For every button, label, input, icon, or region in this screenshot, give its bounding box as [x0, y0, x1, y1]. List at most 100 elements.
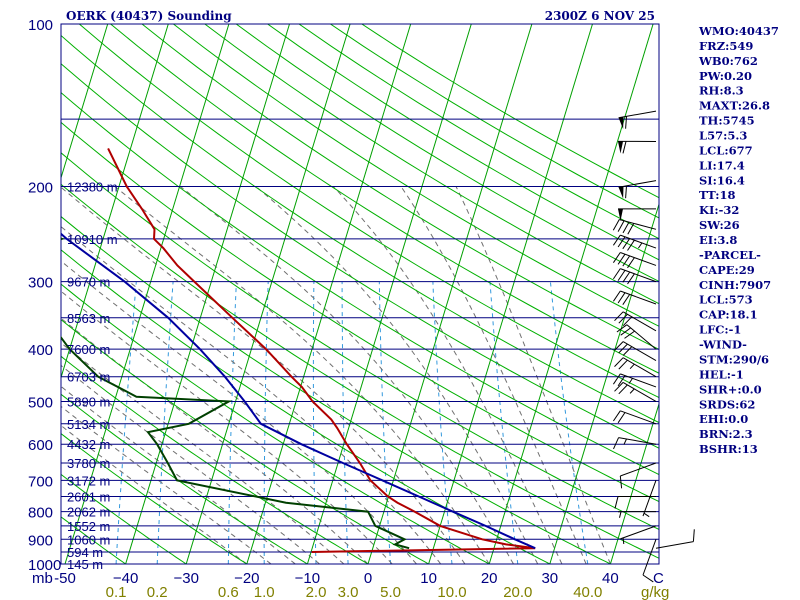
index-line: LFC:-1 [699, 323, 741, 337]
wind-barb [620, 525, 657, 545]
index-line: SRDS:62 [699, 397, 755, 411]
pressure-tick-1000: 1000 [28, 557, 61, 574]
pressure-tick-200: 200 [28, 180, 53, 197]
wind-barb [612, 268, 657, 285]
index-line: SI:16.4 [699, 173, 745, 187]
index-line: EI:3.8 [699, 233, 737, 247]
index-line: -PARCEL- [699, 248, 761, 262]
temperature-axis-labels: -50 −40 −30 −20 −10 0 10 20 30 40 [54, 570, 619, 587]
wind-barb [655, 529, 695, 549]
mixing-ratio-tick: 5.0 [380, 584, 401, 600]
isotherm [428, 24, 593, 564]
index-line: RH:8.3 [699, 84, 744, 98]
index-line: LI:17.4 [699, 158, 745, 172]
wind-barb [613, 437, 657, 450]
height-label: 1060 m [67, 532, 110, 547]
temperature-tick: −40 [113, 570, 138, 587]
isotherm [306, 24, 472, 564]
index-line: WB0:762 [698, 54, 758, 68]
wind-barb [642, 480, 657, 518]
index-line: FRZ:549 [699, 39, 753, 53]
isotherm [64, 24, 230, 564]
index-line: TT:18 [699, 188, 736, 202]
temperature-tick: -50 [54, 570, 76, 587]
height-label: 9670 m [67, 275, 110, 290]
isotherm [185, 24, 351, 564]
wind-barb [617, 208, 657, 221]
mixing-ratio-tick: 10.0 [437, 584, 466, 600]
temperature-tick: −20 [234, 570, 259, 587]
temperature-tick: 0 [364, 570, 372, 587]
wind-barb [612, 410, 657, 425]
plot-frame [60, 23, 660, 565]
height-label: 8563 m [67, 311, 110, 326]
wind-barb [618, 180, 657, 199]
index-line: KI:-32 [699, 203, 739, 217]
height-label: 7600 m [67, 342, 110, 357]
index-line: MAXT:26.8 [699, 99, 770, 113]
mixing-ratio-tick: 3.0 [338, 584, 359, 600]
mixing-ratio-tick: 0.2 [147, 584, 168, 600]
temperature-tick: −30 [173, 570, 198, 587]
height-label: 2062 m [67, 505, 110, 520]
height-label: 4432 m [67, 437, 110, 452]
wind-barb [614, 357, 657, 378]
indices-panel: WMO:40437FRZ:549WB0:762PW:0.20RH:8.3MAXT… [698, 24, 779, 456]
wind-barb [614, 341, 657, 361]
pressure-tick-700: 700 [28, 473, 53, 490]
isotherm [367, 24, 533, 564]
index-line: SW:26 [699, 218, 740, 232]
pressure-tick-100: 100 [28, 17, 53, 34]
y-axis-unit-label: mb [32, 570, 53, 587]
height-labels: 12380 m 10910 m 9670 m 8563 m 7600 m 6703 m 58… [67, 180, 118, 572]
index-line: CAP:18.1 [699, 308, 758, 322]
wind-barb [642, 539, 657, 583]
index-line: BSHR:13 [699, 442, 758, 456]
height-label: 2601 m [67, 490, 110, 505]
pressure-axis-labels: 100 200 300 400 500 600 700 800 900 1000 [28, 17, 61, 574]
mixing-ratio-tick: 0.1 [106, 584, 127, 600]
index-line: LCL:573 [699, 293, 753, 307]
moist-adiabat [61, 317, 369, 564]
pressure-tick-300: 300 [28, 275, 53, 292]
index-line: STM:290/6 [699, 353, 769, 367]
wind-barb [617, 511, 657, 518]
height-label: 3172 m [67, 473, 110, 488]
index-line: SHR+:0.0 [699, 382, 762, 396]
mixing-ratio-tick: 2.0 [306, 584, 327, 600]
mixing-ratio-tick: 1.0 [254, 584, 275, 600]
isotherm [549, 202, 659, 564]
pressure-tick-600: 600 [28, 437, 53, 454]
index-line: CINH:7907 [699, 278, 771, 292]
index-line: EHI:0.0 [699, 412, 748, 426]
index-line: CAPE:29 [699, 263, 755, 277]
mixing-ratio-tick: 20.0 [503, 584, 532, 600]
wind-barb [612, 373, 657, 388]
height-label: 3780 m [67, 456, 110, 471]
wind-barb [619, 462, 657, 489]
pressure-tick-500: 500 [28, 394, 53, 411]
isotherm [61, 24, 169, 380]
wind-barb [612, 219, 657, 235]
isotherm [246, 24, 412, 564]
moist-adiabat [332, 186, 563, 564]
chart-time: 2300Z 6 NOV 25 [545, 9, 655, 23]
isotherms [61, 24, 659, 564]
index-line: L57:5.3 [699, 129, 747, 143]
wind-barb [612, 290, 657, 305]
height-label: 12380 m [67, 180, 118, 195]
mixing-ratio-tick: 40.0 [573, 584, 602, 600]
isotherm [61, 24, 109, 180]
height-label: 1552 m [67, 519, 110, 534]
height-label: 10910 m [67, 232, 118, 247]
temperature-tick: 10 [420, 570, 437, 587]
index-line: WMO:40437 [698, 24, 779, 38]
temperature-tick: 40 [602, 570, 619, 587]
wind-barb [618, 110, 657, 130]
pressure-tick-400: 400 [28, 342, 53, 359]
wind-barb [616, 324, 657, 350]
mixing-ratio-unit-label: g/kg [641, 584, 669, 600]
height-label: 5890 m [67, 394, 110, 409]
index-line: BRN:2.3 [699, 427, 753, 441]
